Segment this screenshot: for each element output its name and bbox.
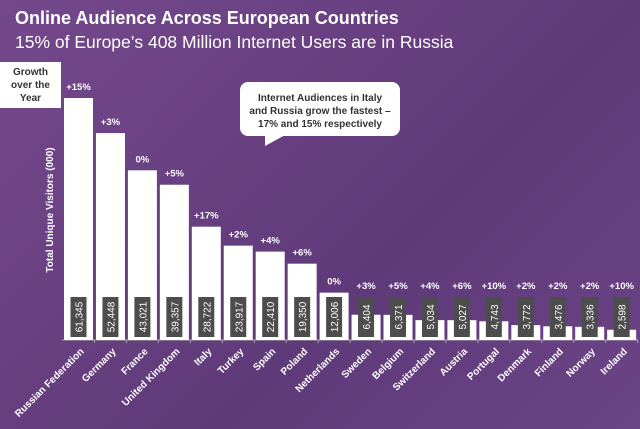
callout-line: 17% and 15% respectively: [258, 119, 382, 130]
category-label: Turkey: [216, 346, 247, 377]
value-label: 6,371: [394, 304, 405, 329]
value-label-box: [102, 297, 119, 337]
value-label-box: [453, 297, 470, 337]
value-label-box: [613, 297, 630, 337]
category-label: Norway: [564, 346, 598, 380]
value-label-box: [517, 297, 534, 337]
value-label: 2,598: [618, 304, 629, 329]
value-label: 5,034: [426, 304, 437, 329]
value-label-box: [166, 297, 183, 337]
growth-label: +2%: [548, 281, 568, 292]
growth-label: 0%: [136, 154, 150, 165]
y-axis-label: Total Unique Visitors (000): [45, 147, 56, 272]
callout-tail: [265, 134, 287, 146]
value-label: 4,743: [490, 304, 501, 329]
value-label-box: [581, 297, 598, 337]
value-label-box: [358, 297, 375, 337]
value-label: 52,448: [106, 301, 117, 332]
category-label: Denmark: [496, 346, 534, 384]
value-label-box: [230, 297, 247, 337]
category-label: Italy: [192, 346, 214, 368]
value-label-box: [390, 297, 406, 337]
category-label: Spain: [251, 346, 278, 373]
callout-line: and Russia grow the fastest –: [249, 106, 391, 117]
growth-label: +17%: [194, 211, 219, 222]
value-label: 5,027: [458, 304, 469, 329]
callout-annotation: Internet Audiences in Italy and Russia g…: [240, 82, 400, 136]
value-label: 6,404: [362, 304, 373, 329]
value-label-box: [262, 297, 279, 337]
value-label-box: [70, 297, 87, 337]
growth-label: +2%: [229, 230, 249, 241]
growth-label: +5%: [388, 281, 408, 292]
value-label-box: [326, 297, 343, 337]
growth-label: +2%: [516, 281, 536, 292]
growth-legend-box: Growth over the Year: [0, 62, 61, 108]
growth-legend-line: Year: [19, 93, 42, 104]
chart-title: Online Audience Across European Countrie…: [15, 8, 399, 28]
category-label: Austria: [438, 346, 470, 378]
value-label: 12,006: [330, 301, 341, 332]
value-label-box: [549, 297, 566, 337]
value-label: 61,345: [75, 301, 86, 332]
growth-label: +5%: [165, 169, 185, 180]
category-label: Sweden: [340, 346, 375, 381]
category-label: Germany: [80, 346, 119, 385]
category-label: Poland: [279, 346, 310, 377]
category-label: United Kingdom: [120, 346, 182, 408]
growth-label: 0%: [327, 277, 341, 288]
growth-label: +10%: [609, 281, 634, 292]
value-label-box: [294, 297, 311, 337]
growth-label: +10%: [482, 281, 507, 292]
growth-label: +3%: [356, 281, 376, 292]
value-label: 3,336: [586, 304, 597, 329]
value-label: 43,021: [138, 301, 149, 332]
value-label: 19,350: [298, 301, 309, 332]
growth-label: +6%: [293, 248, 313, 259]
growth-label: +3%: [101, 117, 121, 128]
value-label-box: [134, 297, 151, 337]
category-label: France: [120, 346, 151, 377]
value-label: 28,722: [202, 301, 213, 332]
growth-label: +2%: [580, 281, 600, 292]
value-label: 3,772: [522, 304, 533, 329]
growth-label: +4%: [420, 281, 440, 292]
growth-label: +4%: [261, 236, 281, 247]
growth-legend-line: over the: [11, 80, 50, 91]
category-label: Finland: [533, 346, 566, 379]
value-label-box: [485, 297, 502, 337]
value-label-box: [421, 297, 438, 337]
growth-label: +15%: [66, 82, 91, 93]
category-label: Russian Federation: [13, 346, 86, 419]
value-label: 22,410: [266, 301, 277, 332]
growth-legend-line: Growth: [13, 67, 48, 78]
value-label: 39,357: [170, 301, 181, 332]
value-label-box: [198, 297, 215, 337]
category-label: Ireland: [599, 346, 630, 377]
growth-label: +6%: [452, 281, 472, 292]
chart-subtitle: 15% of Europe’s 408 Million Internet Use…: [15, 32, 454, 52]
value-label: 23,917: [234, 301, 245, 332]
value-label: 3,476: [554, 304, 565, 329]
callout-line: Internet Audiences in Italy: [257, 93, 383, 104]
